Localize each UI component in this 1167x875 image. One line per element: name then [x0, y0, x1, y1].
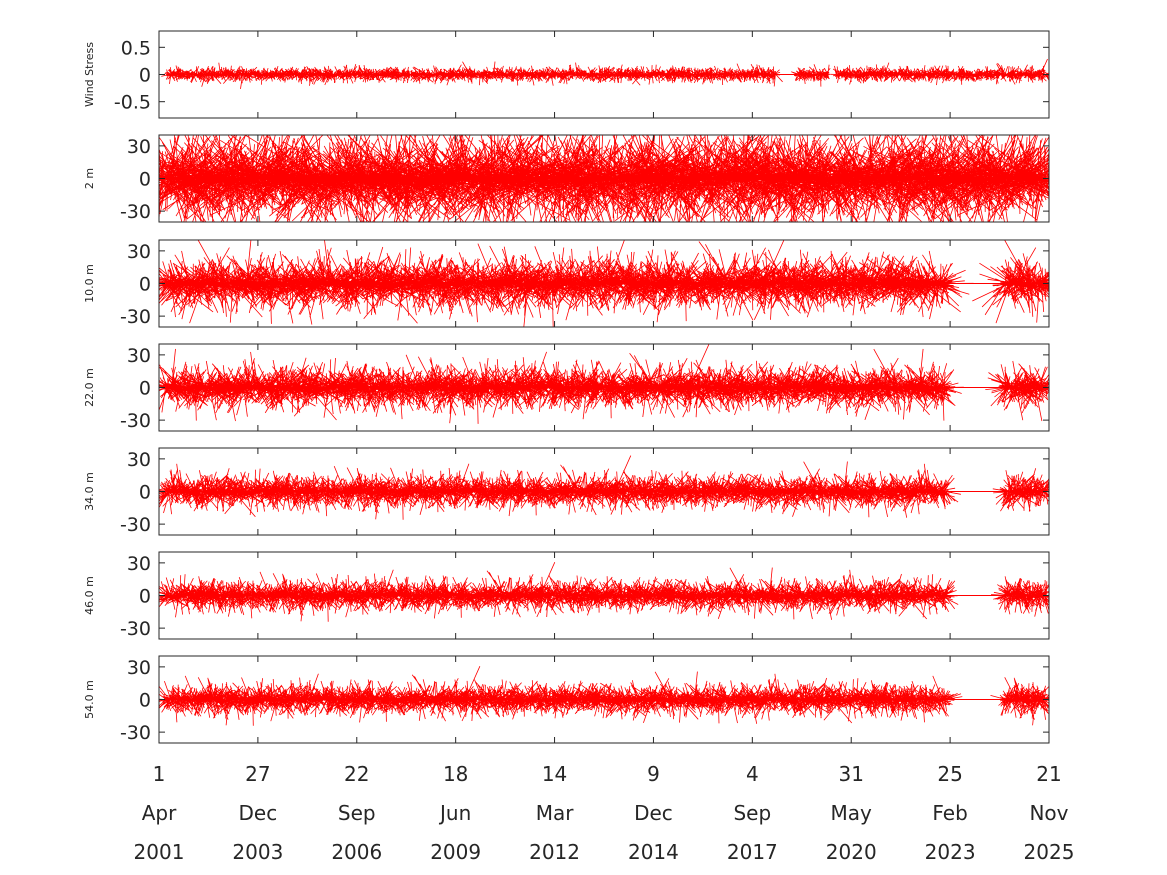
- y-tick-label: -30: [120, 201, 151, 223]
- y-tick-label: 0.5: [121, 37, 151, 59]
- x-tick-label-year: 2020: [826, 840, 877, 864]
- y-tick-label: 0: [139, 274, 151, 296]
- stick-series: [159, 455, 1049, 520]
- y-axis-label: 2 m: [83, 168, 96, 189]
- x-tick-label-year: 2025: [1024, 840, 1075, 864]
- x-tick-label-month: Feb: [932, 801, 967, 825]
- stick-series: [159, 562, 1049, 622]
- y-tick-label: 30: [127, 136, 151, 158]
- panel-7: 30 0 -30 54.0 m: [83, 655, 1050, 744]
- x-tick-label-day: 25: [937, 762, 962, 786]
- panel-4: 30 0 -30 22.0 m: [83, 343, 1050, 432]
- stick-vectors: [159, 562, 1049, 622]
- panel-3: 30 0 -30 10.0 m: [83, 239, 1050, 328]
- stick-series: [159, 344, 1049, 424]
- x-tick-label-day: 27: [245, 762, 270, 786]
- y-tick-label: -30: [120, 306, 151, 328]
- stick-series: [159, 240, 1049, 327]
- y-tick-label: -0.5: [114, 92, 151, 114]
- y-axis-label: 34.0 m: [83, 472, 96, 511]
- x-tick-label-month: Sep: [338, 801, 376, 825]
- y-tick-label: 30: [127, 553, 151, 575]
- y-axis-label: 22.0 m: [83, 368, 96, 407]
- panel-6: 30 0 -30 46.0 m: [83, 551, 1050, 640]
- y-axis-label: Wind Stress: [83, 42, 96, 107]
- stick-vectors: [159, 135, 1049, 222]
- stick-vectors: [159, 344, 1049, 424]
- panel-5: 30 0 -30 34.0 m: [83, 447, 1050, 536]
- x-tick-label-month: May: [831, 801, 873, 825]
- x-tick-label-day: 4: [746, 762, 759, 786]
- y-tick-label: 0: [139, 65, 151, 87]
- y-axis-label: 54.0 m: [83, 680, 96, 719]
- x-tick-label-year: 2017: [727, 840, 778, 864]
- y-tick-label: 0: [139, 378, 151, 400]
- x-tick-label-year: 2001: [134, 840, 185, 864]
- stick-vectors: [161, 58, 1049, 89]
- x-tick-label-month: Mar: [536, 801, 575, 825]
- x-tick-label-day: 22: [344, 762, 369, 786]
- stick-series: [159, 135, 1049, 222]
- y-tick-label: 0: [139, 169, 151, 191]
- x-tick-label-year: 2023: [925, 840, 976, 864]
- y-tick-label: -30: [120, 618, 151, 640]
- x-tick-label-month: Sep: [733, 801, 771, 825]
- x-tick-label-year: 2003: [232, 840, 283, 864]
- date-axis: 1 Apr 2001 27 Dec 2003 22 Sep 2006 18 Jun 2009 14 Mar…: [134, 762, 1075, 864]
- x-tick-label-year: 2012: [529, 840, 580, 864]
- y-tick-label: 0: [139, 690, 151, 712]
- panels: 0.5 0 -0.5 Wind Stress 30 0 -30 2 m 30 0 -30 10.0 m…: [83, 30, 1050, 744]
- x-tick-label-day: 31: [838, 762, 863, 786]
- x-tick-label-month: Apr: [142, 801, 177, 825]
- panel-1: 0.5 0 -0.5 Wind Stress: [83, 30, 1050, 119]
- stick-vectors: [159, 240, 1049, 327]
- y-tick-label: 30: [127, 657, 151, 679]
- panel-2: 30 0 -30 2 m: [83, 134, 1050, 223]
- x-tick-label-day: 18: [443, 762, 468, 786]
- x-tick-label-day: 14: [542, 762, 567, 786]
- x-tick-label-day: 1: [153, 762, 166, 786]
- x-tick-label-day: 9: [647, 762, 660, 786]
- stick-vectors: [159, 666, 1049, 726]
- y-tick-label: -30: [120, 410, 151, 432]
- x-tick-label-month: Dec: [634, 801, 673, 825]
- x-tick-label-month: Nov: [1029, 801, 1068, 825]
- y-tick-label: 30: [127, 449, 151, 471]
- stick-vectors: [159, 455, 1049, 520]
- y-tick-label: -30: [120, 514, 151, 536]
- y-tick-label: 30: [127, 345, 151, 367]
- x-tick-label-month: Jun: [438, 801, 471, 825]
- x-tick-label-year: 2014: [628, 840, 679, 864]
- x-tick-label-year: 2006: [331, 840, 382, 864]
- x-tick-label-day: 21: [1036, 762, 1061, 786]
- x-tick-label-year: 2009: [430, 840, 481, 864]
- x-tick-label-month: Dec: [239, 801, 278, 825]
- y-tick-label: -30: [120, 722, 151, 744]
- stick-series: [161, 58, 1049, 89]
- y-tick-label: 0: [139, 482, 151, 504]
- y-tick-label: 0: [139, 586, 151, 608]
- stick-series: [159, 666, 1049, 726]
- y-tick-label: 30: [127, 241, 151, 263]
- y-axis-label: 10.0 m: [83, 264, 96, 303]
- y-axis-label: 46.0 m: [83, 576, 96, 615]
